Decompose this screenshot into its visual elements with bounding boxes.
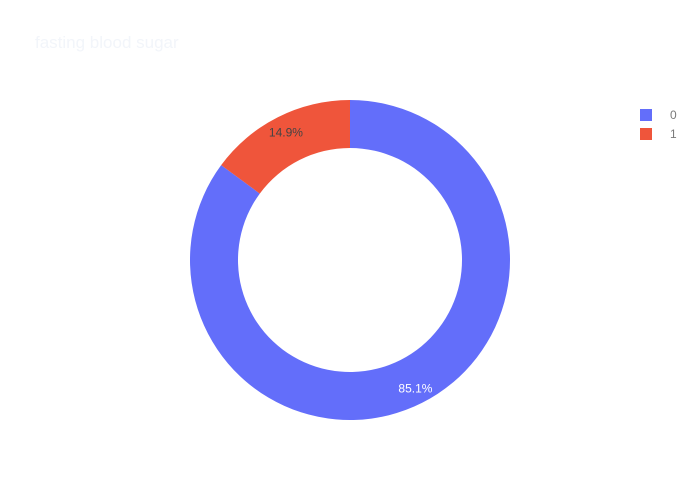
legend-item-0[interactable]: 0 — [640, 105, 677, 124]
donut-slice-0[interactable] — [189, 100, 510, 420]
legend: 0 1 — [640, 105, 677, 143]
legend-item-1[interactable]: 1 — [640, 124, 677, 143]
donut-slice-1[interactable] — [221, 100, 350, 194]
slice-label-0: 85.1% — [398, 382, 432, 396]
chart-title: fasting blood sugar — [35, 33, 179, 52]
slice-label-1: 14.9% — [269, 125, 303, 139]
legend-label-1: 1 — [670, 126, 677, 141]
legend-label-0: 0 — [670, 107, 677, 122]
legend-swatch-0 — [640, 108, 652, 121]
legend-swatch-1 — [640, 127, 652, 140]
